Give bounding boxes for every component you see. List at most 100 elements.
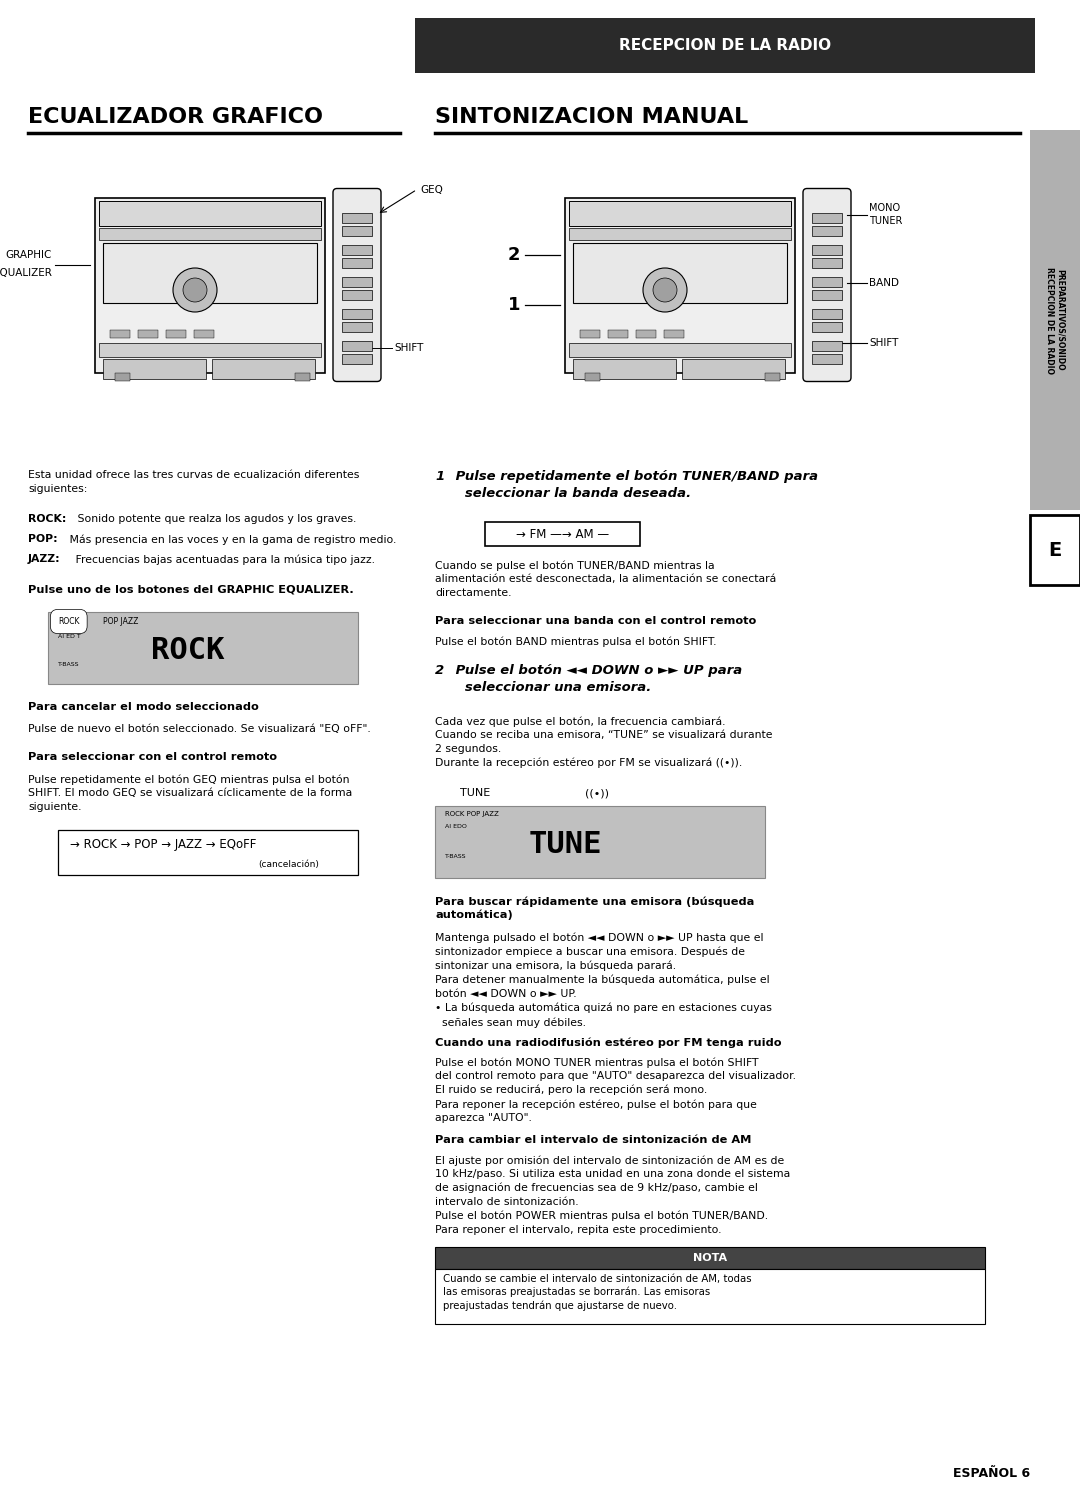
Bar	[99, 343, 321, 357]
Text: ROCK:: ROCK:	[28, 514, 66, 524]
Text: Cuando se pulse el botón TUNER/BAND mientras la
alimentación esté desconectada, : Cuando se pulse el botón TUNER/BAND mien…	[435, 560, 777, 598]
Bar	[95, 197, 325, 372]
Bar	[295, 372, 310, 381]
Text: Para cancelar el modo seleccionado: Para cancelar el modo seleccionado	[28, 702, 259, 712]
Bar	[1030, 515, 1080, 584]
Bar	[212, 358, 315, 380]
Bar	[435, 806, 765, 878]
Text: Sonido potente que realza los agudos y los graves.: Sonido potente que realza los agudos y l…	[75, 514, 356, 524]
Bar	[812, 354, 842, 363]
Text: → ROCK → POP → JAZZ → EQoFF: → ROCK → POP → JAZZ → EQoFF	[70, 837, 256, 851]
Bar	[342, 212, 372, 223]
Bar	[608, 330, 627, 337]
Circle shape	[173, 268, 217, 312]
Bar	[569, 200, 791, 226]
Text: Esta unidad ofrece las tres curvas de ecualización diferentes
siguientes:: Esta unidad ofrece las tres curvas de ec…	[28, 470, 360, 494]
Bar	[565, 197, 795, 372]
Bar	[812, 226, 842, 235]
Bar	[569, 227, 791, 239]
Bar	[342, 354, 372, 363]
Bar	[110, 330, 130, 337]
Text: Más presencia en las voces y en la gama de registro medio.: Más presencia en las voces y en la gama …	[66, 535, 396, 545]
Text: SHIFT: SHIFT	[869, 337, 899, 348]
Bar	[485, 523, 640, 547]
Text: POP:: POP:	[28, 535, 57, 544]
Bar	[166, 330, 186, 337]
Text: ((•)): ((•))	[585, 788, 609, 798]
Text: Pulse uno de los botones del GRAPHIC EQUALIZER.: Pulse uno de los botones del GRAPHIC EQU…	[28, 584, 354, 593]
Bar	[48, 611, 357, 684]
Bar	[342, 321, 372, 331]
Bar	[812, 258, 842, 268]
Text: 1: 1	[508, 297, 519, 313]
Bar	[114, 372, 130, 381]
Text: Para cambiar el intervalo de sintonización de AM: Para cambiar el intervalo de sintonizaci…	[435, 1136, 752, 1145]
Text: Cuando se cambie el intervalo de sintonización de AM, todas
las emisoras preajus: Cuando se cambie el intervalo de sintoni…	[443, 1274, 752, 1310]
Text: Pulse el botón ◄◄ DOWN o ►► UP para
   seleccionar una emisora.: Pulse el botón ◄◄ DOWN o ►► UP para sele…	[451, 664, 742, 693]
Bar	[342, 258, 372, 268]
Bar	[812, 244, 842, 255]
Bar	[681, 358, 785, 380]
Bar	[1030, 130, 1080, 511]
Text: T-BASS: T-BASS	[445, 854, 467, 858]
Text: ROCK: ROCK	[58, 617, 80, 626]
Text: Para seleccionar una banda con el control remoto: Para seleccionar una banda con el contro…	[435, 616, 756, 626]
Text: RECEPCION DE LA RADIO: RECEPCION DE LA RADIO	[619, 38, 832, 53]
Bar	[585, 372, 600, 381]
Text: JAZZ:: JAZZ:	[28, 554, 60, 565]
Text: GRAPHIC: GRAPHIC	[5, 250, 52, 261]
Bar	[435, 1247, 985, 1270]
Text: Pulse de nuevo el botón seleccionado. Se visualizará "EQ oFF".: Pulse de nuevo el botón seleccionado. Se…	[28, 724, 370, 733]
Bar	[765, 372, 780, 381]
Text: POP JAZZ: POP JAZZ	[103, 617, 138, 626]
Text: Cada vez que pulse el botón, la frecuencia cambiará.
Cuando se reciba una emisor: Cada vez que pulse el botón, la frecuenc…	[435, 715, 772, 768]
Bar	[342, 277, 372, 286]
Text: BAND: BAND	[869, 277, 899, 288]
Bar	[636, 330, 656, 337]
Bar	[194, 330, 214, 337]
Text: 2: 2	[508, 245, 519, 264]
Text: NOTA: NOTA	[693, 1253, 727, 1264]
Text: SHIFT: SHIFT	[394, 342, 423, 352]
Circle shape	[183, 279, 207, 303]
Bar	[569, 343, 791, 357]
Bar	[812, 321, 842, 331]
Bar	[812, 277, 842, 286]
Text: (cancelación): (cancelación)	[258, 860, 319, 869]
Bar	[812, 309, 842, 318]
Text: ESPAÑOL 6: ESPAÑOL 6	[953, 1467, 1030, 1480]
Text: E: E	[1049, 541, 1062, 560]
Text: MONO
TUNER: MONO TUNER	[869, 203, 903, 226]
Text: Pulse el botón MONO TUNER mientras pulsa el botón SHIFT
del control remoto para : Pulse el botón MONO TUNER mientras pulsa…	[435, 1057, 796, 1123]
Text: ROCK POP JAZZ: ROCK POP JAZZ	[445, 812, 499, 816]
Bar	[103, 358, 206, 380]
Text: AI ED T: AI ED T	[58, 634, 81, 639]
Bar	[573, 242, 787, 303]
FancyBboxPatch shape	[333, 188, 381, 381]
Bar	[342, 289, 372, 300]
Bar	[342, 244, 372, 255]
Text: ECUALIZADOR GRAFICO: ECUALIZADOR GRAFICO	[28, 107, 323, 127]
Bar	[58, 830, 357, 875]
Text: AI EDO: AI EDO	[445, 824, 467, 828]
Bar	[342, 226, 372, 235]
Bar	[812, 340, 842, 351]
Text: GEQ: GEQ	[420, 185, 443, 194]
Text: TUNE: TUNE	[528, 830, 602, 858]
Text: 2: 2	[435, 664, 444, 678]
Text: Para buscar rápidamente una emisora (búsqueda
automática): Para buscar rápidamente una emisora (bús…	[435, 896, 754, 920]
Text: ROCK: ROCK	[151, 636, 225, 664]
Bar	[812, 289, 842, 300]
Text: Cuando una radiodifusión estéreo por FM tenga ruido: Cuando una radiodifusión estéreo por FM …	[435, 1038, 782, 1048]
Bar	[580, 330, 600, 337]
Bar	[342, 309, 372, 318]
Text: Mantenga pulsado el botón ◄◄ DOWN o ►► UP hasta que el
sintonizador empiece a bu: Mantenga pulsado el botón ◄◄ DOWN o ►► U…	[435, 932, 772, 1027]
Bar	[573, 358, 676, 380]
Text: EQUALIZER: EQUALIZER	[0, 268, 52, 279]
Bar	[99, 200, 321, 226]
Circle shape	[643, 268, 687, 312]
Text: Frecuencias bajas acentuadas para la música tipo jazz.: Frecuencias bajas acentuadas para la mús…	[72, 554, 375, 565]
Text: Pulse repetidamente el botón TUNER/BAND para
   seleccionar la banda deseada.: Pulse repetidamente el botón TUNER/BAND …	[451, 470, 819, 500]
Text: TUNE: TUNE	[460, 788, 490, 798]
Bar	[415, 18, 1035, 72]
